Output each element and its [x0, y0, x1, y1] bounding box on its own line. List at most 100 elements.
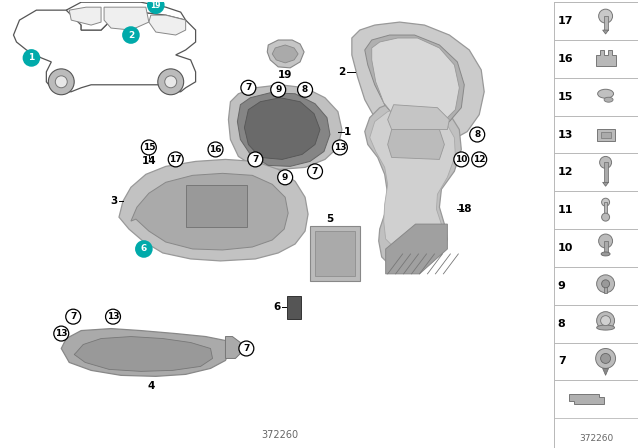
Text: 15: 15 — [558, 92, 573, 102]
Circle shape — [598, 234, 612, 248]
Text: 1: 1 — [28, 53, 35, 62]
Bar — [554, 116, 639, 154]
Bar — [554, 154, 639, 191]
Circle shape — [602, 213, 609, 221]
Bar — [604, 163, 607, 182]
Text: 13: 13 — [558, 129, 573, 139]
Circle shape — [158, 69, 184, 95]
Text: 7: 7 — [243, 344, 250, 353]
Circle shape — [598, 9, 612, 23]
Circle shape — [54, 326, 68, 341]
Polygon shape — [370, 106, 455, 251]
Text: 1: 1 — [344, 126, 351, 137]
Text: 11: 11 — [558, 205, 573, 215]
Polygon shape — [372, 38, 460, 127]
Circle shape — [600, 156, 612, 168]
Circle shape — [148, 0, 164, 13]
Bar — [554, 267, 639, 305]
Text: 10: 10 — [558, 243, 573, 253]
Circle shape — [24, 50, 40, 66]
Ellipse shape — [598, 89, 614, 98]
Text: 19: 19 — [278, 70, 292, 80]
Circle shape — [596, 349, 616, 368]
Circle shape — [332, 140, 348, 155]
Circle shape — [596, 275, 614, 293]
Circle shape — [308, 164, 323, 179]
Polygon shape — [603, 30, 609, 34]
Circle shape — [168, 152, 183, 167]
Polygon shape — [569, 394, 604, 404]
Bar — [554, 40, 639, 78]
Text: 19: 19 — [150, 1, 161, 10]
Polygon shape — [603, 182, 609, 186]
Circle shape — [472, 152, 486, 167]
Bar — [604, 285, 607, 293]
Polygon shape — [61, 328, 230, 376]
Bar — [186, 185, 247, 227]
Bar — [554, 380, 639, 418]
Polygon shape — [386, 224, 447, 274]
Text: 372260: 372260 — [579, 434, 613, 443]
Polygon shape — [603, 368, 609, 375]
Text: 7: 7 — [558, 357, 566, 366]
Polygon shape — [388, 105, 449, 129]
Text: 8: 8 — [474, 130, 481, 139]
Text: 2: 2 — [339, 67, 346, 77]
Text: 6: 6 — [141, 245, 147, 254]
Polygon shape — [365, 35, 464, 128]
Text: 8: 8 — [558, 319, 566, 329]
Bar — [554, 343, 639, 380]
Text: 9: 9 — [558, 281, 566, 291]
Text: 7: 7 — [252, 155, 259, 164]
Text: 16: 16 — [558, 54, 573, 64]
Bar — [315, 231, 355, 276]
Circle shape — [141, 140, 156, 155]
Text: 13: 13 — [333, 143, 346, 152]
Polygon shape — [352, 22, 484, 145]
Polygon shape — [237, 93, 330, 166]
Text: 7: 7 — [70, 312, 76, 321]
Circle shape — [602, 198, 609, 206]
Ellipse shape — [601, 252, 610, 256]
Polygon shape — [388, 129, 444, 159]
Circle shape — [55, 76, 67, 88]
Polygon shape — [225, 336, 241, 358]
Circle shape — [49, 69, 74, 95]
Ellipse shape — [596, 325, 614, 330]
Circle shape — [602, 280, 609, 288]
Text: 9: 9 — [275, 85, 282, 94]
Text: 2: 2 — [128, 30, 134, 39]
Bar — [604, 241, 607, 254]
Text: 10: 10 — [455, 155, 467, 164]
Circle shape — [106, 309, 120, 324]
Text: 13: 13 — [55, 329, 68, 338]
Polygon shape — [268, 40, 304, 68]
Bar — [554, 2, 639, 40]
Bar — [554, 305, 639, 343]
Text: 16: 16 — [209, 145, 222, 154]
Text: 12: 12 — [558, 168, 573, 177]
Text: 9: 9 — [282, 173, 289, 182]
Circle shape — [271, 82, 285, 97]
Text: 6: 6 — [273, 302, 281, 312]
Circle shape — [164, 76, 177, 88]
Text: 14: 14 — [141, 156, 156, 166]
Polygon shape — [104, 7, 149, 30]
Polygon shape — [596, 50, 616, 66]
Text: 7: 7 — [312, 167, 318, 176]
Text: 15: 15 — [143, 143, 155, 152]
Text: 3: 3 — [110, 196, 118, 206]
Polygon shape — [272, 45, 298, 63]
Circle shape — [470, 127, 484, 142]
Polygon shape — [69, 7, 101, 25]
Bar — [310, 226, 360, 281]
Bar — [554, 229, 639, 267]
Text: 18: 18 — [458, 204, 472, 214]
Text: 372260: 372260 — [262, 430, 299, 440]
Circle shape — [600, 316, 611, 326]
Text: 17: 17 — [170, 155, 182, 164]
Circle shape — [208, 142, 223, 157]
Polygon shape — [74, 336, 212, 371]
Circle shape — [123, 27, 139, 43]
Polygon shape — [244, 98, 320, 159]
